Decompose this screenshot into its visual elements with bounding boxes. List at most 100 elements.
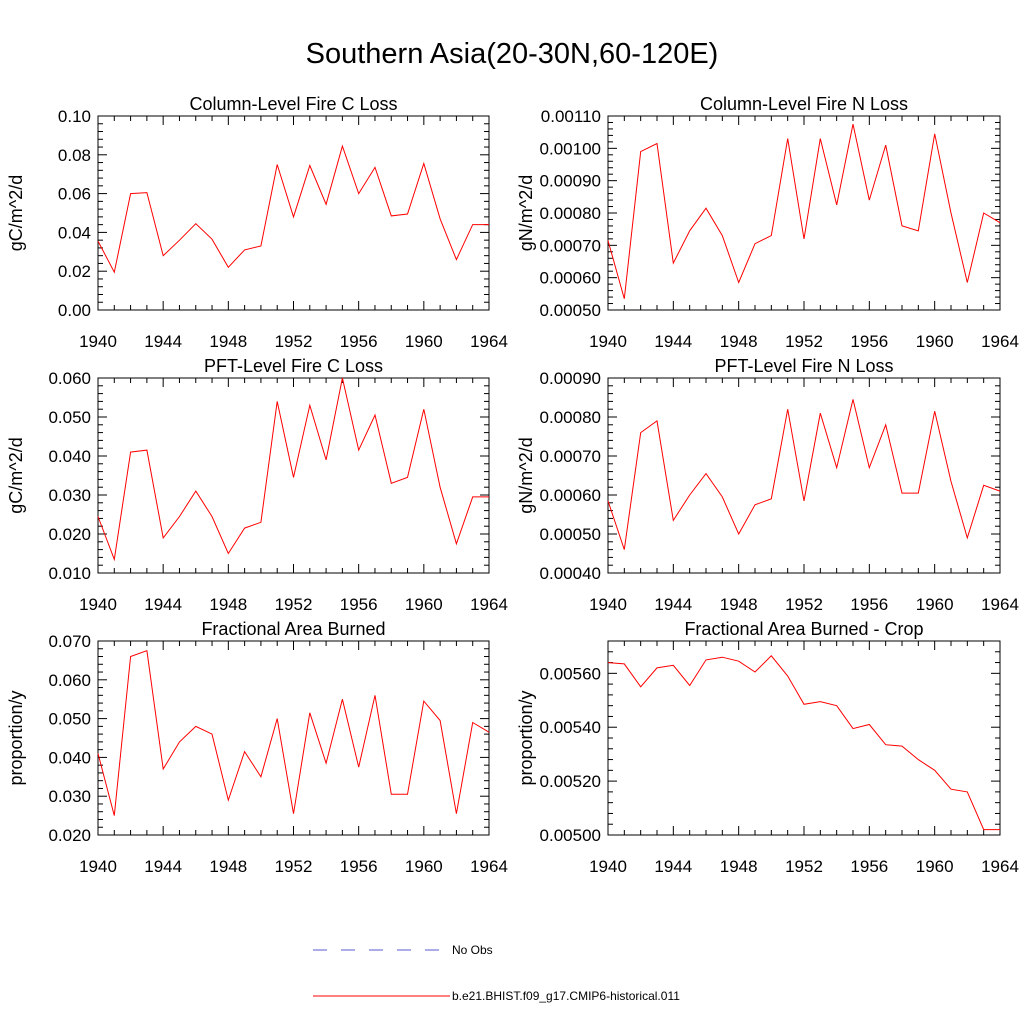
legend: No Obs b.e21.BHIST.f09_g17.CMIP6-histori… (313, 943, 680, 1003)
plot-frame (607, 640, 1001, 836)
figure-title: Southern Asia(20-30N,60-120E) (305, 38, 719, 70)
x-tick-label: 1952 (275, 857, 313, 876)
y-axis-label: gC/m^2/d (6, 437, 26, 513)
x-tick-label: 1944 (144, 332, 182, 351)
plot-frame (607, 377, 1001, 574)
series-line-1 (607, 399, 1001, 550)
x-tick-label: 1940 (589, 857, 627, 876)
y-tick-label: 0.060 (48, 369, 91, 388)
panel-2: Column-Level Fire N Loss gN/m^2/d 0.00050 0… (516, 94, 1019, 351)
y-tick-label: 0.00050 (540, 525, 601, 544)
x-tick-label: 1948 (209, 857, 247, 876)
x-tick-label: 1948 (720, 857, 758, 876)
series-line-1 (97, 650, 490, 816)
y-tick-label: 0.020 (48, 525, 91, 544)
x-tick-label: 1956 (340, 857, 378, 876)
panel-3: PFT-Level Fire C Loss gC/m^2/d 0.010 0.020 0… (6, 356, 508, 614)
x-tick-label: 1964 (981, 595, 1019, 614)
x-tick-label: 1944 (144, 857, 182, 876)
y-tick-label: 0.00090 (540, 172, 601, 191)
panel-title: PFT-Level Fire C Loss (204, 356, 383, 376)
x-tick-label: 1960 (916, 595, 954, 614)
x-tick-label: 1940 (79, 595, 117, 614)
y-tick-label: 0.00080 (540, 204, 601, 223)
series-line-1 (607, 655, 1000, 831)
x-tick-label: 1964 (470, 595, 508, 614)
y-axis-label: proportion/y (516, 690, 536, 785)
panel-1: Column-Level Fire C Loss gC/m^2/d 0.00 0.02… (6, 94, 508, 351)
y-tick-label: 0.00520 (540, 772, 601, 791)
x-tick-label: 1956 (850, 332, 888, 351)
panel-title: PFT-Level Fire N Loss (714, 356, 893, 376)
y-tick-label: 0.00070 (540, 447, 601, 466)
y-tick-label: 0.00070 (540, 236, 601, 255)
panels-group: Column-Level Fire C Loss gC/m^2/d 0.00 0.02… (6, 94, 1019, 876)
x-tick-label: 1956 (850, 857, 888, 876)
y-tick-label: 0.00500 (540, 826, 601, 845)
y-axis-label: proportion/y (6, 690, 26, 785)
x-tick-label: 1940 (589, 595, 627, 614)
x-tick-label: 1944 (654, 595, 692, 614)
y-tick-label: 0.00110 (541, 107, 601, 126)
x-tick-label: 1960 (405, 595, 443, 614)
x-tick-label: 1944 (654, 857, 692, 876)
x-tick-label: 1952 (275, 332, 313, 351)
y-axis-label: gN/m^2/d (516, 437, 536, 513)
series-line-1 (97, 144, 489, 274)
panel-4: PFT-Level Fire N Loss gN/m^2/d 0.00040 0.00… (516, 356, 1019, 614)
x-tick-label: 1964 (470, 857, 508, 876)
y-tick-label: 0.00040 (540, 564, 601, 583)
y-tick-label: 0.08 (58, 146, 91, 165)
plot-frame (97, 640, 490, 836)
y-tick-label: 0.00080 (540, 408, 601, 427)
panel-5: Fractional Area Burned proportion/y 0.020 0… (6, 619, 508, 876)
x-tick-label: 1952 (785, 857, 823, 876)
panel-title: Fractional Area Burned (201, 619, 385, 639)
y-tick-label: 0.04 (58, 223, 91, 242)
series-line-1 (607, 123, 1001, 299)
y-tick-label: 0.010 (48, 564, 91, 583)
x-tick-label: 1964 (470, 332, 508, 351)
x-tick-label: 1948 (209, 332, 247, 351)
legend-model-label: b.e21.BHIST.f09_g17.CMIP6-historical.011 (452, 989, 680, 1003)
x-tick-label: 1956 (340, 332, 378, 351)
x-tick-label: 1960 (916, 857, 954, 876)
x-tick-label: 1948 (209, 595, 247, 614)
y-tick-label: 0.00540 (540, 718, 601, 737)
y-tick-label: 0.030 (48, 787, 91, 806)
x-tick-label: 1952 (785, 332, 823, 351)
y-tick-label: 0.040 (48, 447, 91, 466)
x-tick-label: 1960 (405, 857, 443, 876)
y-tick-label: 0.020 (48, 826, 91, 845)
x-tick-label: 1948 (720, 332, 758, 351)
y-tick-label: 0.030 (48, 486, 91, 505)
x-tick-label: 1960 (916, 332, 954, 351)
y-tick-label: 0.00090 (540, 369, 601, 388)
y-axis-label: gN/m^2/d (516, 175, 536, 251)
x-tick-label: 1944 (654, 332, 692, 351)
x-tick-label: 1940 (79, 332, 117, 351)
y-tick-label: 0.040 (48, 748, 91, 767)
y-tick-label: 0.00 (58, 301, 91, 320)
y-tick-label: 0.00560 (540, 664, 601, 683)
y-tick-label: 0.00060 (540, 269, 601, 288)
y-axis-label: gC/m^2/d (6, 175, 26, 251)
x-tick-label: 1940 (589, 332, 627, 351)
plot-frame (97, 115, 490, 311)
series-line-1 (97, 377, 489, 562)
x-tick-label: 1940 (79, 857, 117, 876)
x-tick-label: 1952 (275, 595, 313, 614)
x-tick-label: 1956 (850, 595, 888, 614)
legend-obs-label: No Obs (452, 943, 493, 957)
x-tick-label: 1960 (405, 332, 443, 351)
y-tick-label: 0.06 (58, 185, 91, 204)
x-tick-label: 1964 (981, 857, 1019, 876)
x-tick-label: 1952 (785, 595, 823, 614)
y-tick-label: 0.02 (58, 262, 91, 281)
y-tick-label: 0.00050 (540, 301, 601, 320)
x-tick-label: 1948 (720, 595, 758, 614)
y-tick-label: 0.050 (48, 710, 91, 729)
panel-6: Fractional Area Burned - Crop proportion/… (516, 619, 1019, 876)
panel-title: Column-Level Fire C Loss (189, 94, 397, 114)
